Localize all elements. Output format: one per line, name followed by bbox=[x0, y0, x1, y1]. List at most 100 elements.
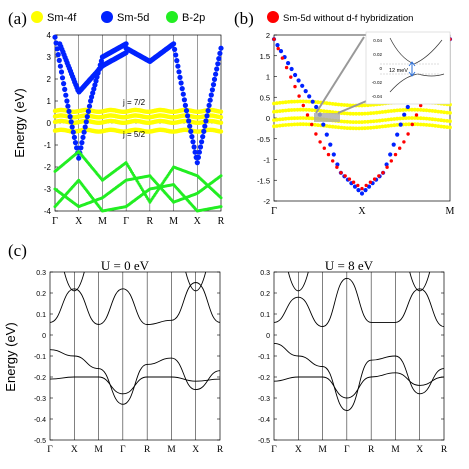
band-point-sm-5d bbox=[296, 78, 301, 83]
band-point-sm-4f bbox=[292, 99, 297, 104]
band-point-sm-5d bbox=[183, 108, 190, 114]
band-point-sm-4f bbox=[304, 107, 309, 112]
band-point-sm-4f bbox=[374, 125, 379, 130]
band-point-sm-5d bbox=[98, 58, 104, 64]
band-point-sm-5d bbox=[402, 112, 407, 117]
band-point-sm-5d bbox=[203, 118, 209, 124]
band-point-sm-4f bbox=[418, 122, 423, 127]
k-label: R bbox=[144, 445, 151, 455]
band-point-sm-5d bbox=[57, 63, 64, 69]
band-point-sm-5d bbox=[207, 97, 213, 103]
band-point-sm-4f bbox=[448, 119, 452, 124]
k-label: M bbox=[318, 445, 327, 455]
band-point-sm-4f bbox=[368, 111, 373, 116]
band-point-sm-4f bbox=[363, 111, 367, 116]
band-point-sm-4f bbox=[348, 111, 353, 116]
k-label: M bbox=[391, 445, 400, 455]
band-point-no-hybridization bbox=[393, 152, 398, 157]
band-point-sm-4f bbox=[433, 117, 438, 122]
band-point-sm-4f bbox=[280, 123, 285, 128]
band-point-sm-4f bbox=[424, 108, 429, 113]
band-point-sm-4f bbox=[445, 110, 449, 115]
band-point-sm-4f bbox=[374, 119, 379, 123]
band-point-sm-5d bbox=[81, 129, 87, 135]
y-tick-label: -0.5 bbox=[258, 438, 270, 445]
band-point-no-hybridization bbox=[289, 75, 293, 79]
band-point-sm-5d bbox=[178, 80, 184, 86]
band-point-no-hybridization bbox=[381, 171, 385, 175]
band-point-sm-5d bbox=[68, 119, 74, 125]
band-point-sm-4f bbox=[283, 116, 288, 121]
band-point-sm-4f bbox=[307, 108, 312, 112]
band-point-sm-4f bbox=[351, 120, 356, 124]
band-point-sm-5d bbox=[70, 129, 76, 135]
panel-b-legend: Sm-5d without d-f hybridization bbox=[267, 11, 413, 24]
band-point-sm-4f bbox=[333, 125, 338, 129]
panel-c2-title: U = 8 eV bbox=[325, 258, 374, 273]
band-line bbox=[274, 372, 444, 399]
band-point-no-hybridization bbox=[343, 174, 347, 178]
band-point-sm-4f bbox=[304, 99, 309, 104]
band-point-sm-5d bbox=[176, 69, 182, 75]
band-point-sm-4f bbox=[348, 120, 353, 124]
y-tick-label: 2 bbox=[266, 31, 270, 40]
band-point-sm-4f bbox=[286, 116, 291, 121]
inset-tick-label: 0.04 bbox=[373, 38, 382, 43]
k-label: X bbox=[194, 216, 202, 227]
band-point-sm-4f bbox=[436, 109, 441, 114]
band-point-sm-5d bbox=[388, 152, 393, 157]
band-point-sm-4f bbox=[383, 109, 388, 114]
band-point-sm-4f bbox=[310, 108, 314, 112]
band-point-sm-5d bbox=[174, 58, 180, 64]
k-label: X bbox=[71, 445, 78, 455]
band-point-sm-5d bbox=[123, 50, 129, 56]
band-point-sm-4f bbox=[439, 124, 444, 129]
band-point-no-hybridization bbox=[372, 177, 377, 181]
inset-tick-label: 0 bbox=[379, 66, 382, 71]
band-point-sm-4f bbox=[427, 123, 432, 127]
band-point-sm-4f bbox=[342, 119, 347, 124]
legend-label: Sm-5d bbox=[117, 12, 149, 24]
y-tick-label: 0.1 bbox=[260, 312, 270, 319]
band-point-sm-4f bbox=[357, 120, 361, 124]
band-point-sm-4f bbox=[272, 124, 276, 129]
band-point-sm-4f bbox=[430, 117, 435, 122]
k-label: X bbox=[295, 445, 302, 455]
k-label: X bbox=[416, 445, 423, 455]
band-point-sm-5d bbox=[59, 75, 66, 81]
band-point-sm-5d bbox=[200, 134, 206, 140]
panel-a-ylabel: Energy (eV) bbox=[12, 88, 27, 157]
zoom-connector bbox=[315, 36, 365, 114]
band-point-sm-4f bbox=[295, 116, 300, 120]
y-tick-label: -0.2 bbox=[258, 375, 270, 382]
k-label: Γ bbox=[271, 206, 277, 217]
band-point-sm-4f bbox=[436, 124, 441, 128]
band-point-sm-5d bbox=[366, 184, 372, 189]
band-point-sm-5d bbox=[64, 98, 70, 104]
band-point-sm-4f bbox=[339, 119, 344, 124]
band-point-sm-5d bbox=[78, 145, 84, 151]
band-point-sm-5d bbox=[310, 99, 315, 104]
band-point-sm-5d bbox=[179, 86, 185, 92]
panel-c1-title: U = 0 eV bbox=[101, 258, 150, 273]
band-point-sm-5d bbox=[90, 90, 96, 96]
band-point-sm-4f bbox=[298, 107, 303, 112]
band-point-sm-4f bbox=[342, 111, 347, 116]
band-point-sm-4f bbox=[272, 109, 276, 114]
y-tick-label: -0.1 bbox=[34, 354, 46, 361]
band-point-sm-4f bbox=[324, 124, 329, 128]
band-point-sm-5d bbox=[91, 86, 97, 92]
band-point-sm-4f bbox=[392, 123, 397, 128]
panel-c-ylabel: Energy (eV) bbox=[3, 322, 18, 391]
y-tick-label: -0.4 bbox=[34, 417, 46, 424]
band-point-no-hybridization bbox=[335, 165, 339, 169]
band-point-no-hybridization bbox=[356, 183, 360, 188]
band-point-sm-5d bbox=[55, 52, 61, 58]
band-point-sm-4f bbox=[301, 122, 306, 127]
k-label: Γ bbox=[47, 445, 53, 455]
band-point-no-hybridization bbox=[402, 140, 406, 144]
band-point-sm-5d bbox=[191, 144, 197, 150]
band-point-sm-4f bbox=[316, 123, 320, 127]
band-point-sm-4f bbox=[278, 123, 282, 128]
band-point-sm-5d bbox=[65, 103, 71, 109]
